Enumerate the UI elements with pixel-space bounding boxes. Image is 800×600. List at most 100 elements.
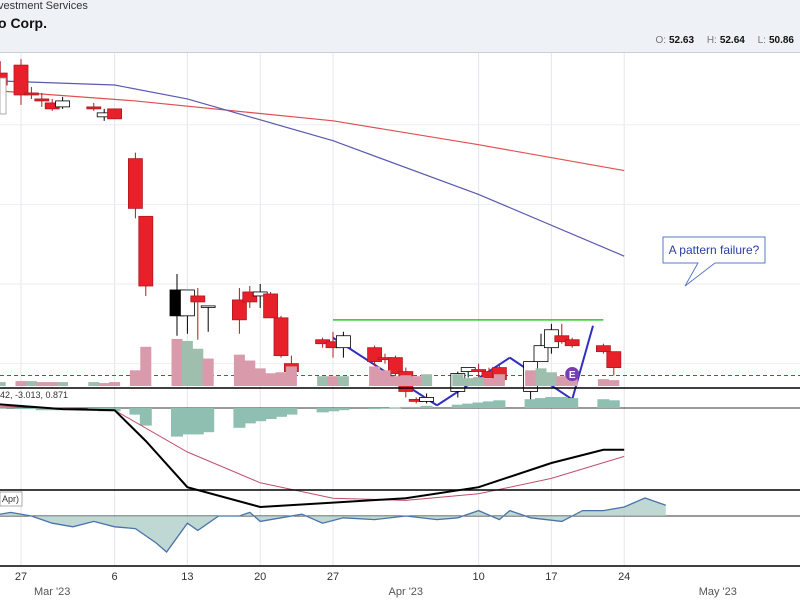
- candle-body-5: [55, 100, 70, 108]
- volume-bar-27: [400, 375, 412, 386]
- macd-hist-bar-0: [0, 408, 7, 409]
- volume-bar-32: [473, 377, 485, 386]
- volume-bars: E: [0, 338, 620, 386]
- volume-bar-8: [109, 382, 121, 386]
- macd-signal-line: [0, 405, 625, 501]
- macd-hist-bar-41: [607, 400, 620, 408]
- macd-hist-bar-14: [202, 408, 215, 433]
- macd-panel: [0, 387, 800, 509]
- macd-params-label: 42, -3.013, 0.871: [0, 390, 68, 400]
- candle-body-16: [242, 291, 258, 303]
- lower-line: [0, 497, 667, 553]
- candle-body-19: [273, 317, 289, 357]
- volume-bar-22: [327, 376, 339, 386]
- candle-body-26: [387, 357, 403, 374]
- macd-hist-bar-28: [410, 406, 423, 408]
- macd-hist-bar-11: [171, 408, 183, 437]
- macd-hist-bar-19: [275, 408, 287, 417]
- volume-bar-16: [244, 360, 256, 386]
- high-label: H:: [706, 35, 717, 46]
- x-axis: 27 6 13 20 27 10 17 24 Mar '23 Apr '23 May '23: [0, 565, 800, 598]
- candle-body-14: [200, 305, 216, 308]
- annotation-callout: A pattern failure?: [662, 236, 766, 287]
- callout-bubble: [662, 236, 766, 287]
- chart-header: vestment Services o Corp. O: 52.63 H: 52.6…: [0, 0, 800, 53]
- candle-body-40: [596, 345, 611, 353]
- macd-hist-bar-12: [181, 408, 194, 435]
- candle-body-29: [419, 397, 435, 402]
- macd-hist-bar-9: [129, 408, 142, 415]
- macd-hist-bar-22: [327, 408, 339, 412]
- volume-bar-36: [535, 368, 547, 386]
- ohlc-readout: O: 52.63 H: 52.64 L: 50.86: [645, 35, 794, 46]
- volume-bar-5: [57, 382, 69, 386]
- x-month-label-0: Mar '23: [34, 586, 70, 598]
- candle-body-8: [107, 108, 122, 120]
- volume-bar-13: [192, 348, 204, 386]
- x-tick-label-2: 13: [181, 571, 193, 583]
- macd-hist-bar-29: [420, 405, 433, 408]
- macd-hist-bar-31: [462, 403, 475, 408]
- x-month-label-1: Apr '23: [389, 586, 424, 598]
- moving-average-1: [0, 80, 625, 257]
- x-tick-label-7: 24: [618, 571, 630, 583]
- macd-hist-bar-40: [597, 399, 610, 408]
- volume-bar-3: [36, 382, 48, 386]
- pattern-line-3: [571, 325, 594, 400]
- volume-bar-7: [98, 383, 110, 386]
- x-month-label-2: May '23: [699, 586, 737, 598]
- volume-bar-18: [265, 373, 277, 386]
- volume-bar-25: [379, 370, 391, 386]
- macd-hist-bar-26: [389, 407, 402, 409]
- volume-bar-31: [462, 378, 474, 386]
- macd-hist-bar-24: [368, 408, 381, 410]
- macd-hist-bar-35: [524, 399, 537, 408]
- moving-average-0: [0, 90, 625, 172]
- x-tick-label-4: 27: [327, 571, 339, 583]
- volume-bar-14: [202, 358, 214, 386]
- volume-bar-15: [233, 354, 245, 386]
- open-label: O:: [655, 35, 666, 46]
- volume-bar-38: [556, 376, 568, 386]
- candle-body-2: [23, 92, 39, 96]
- volume-bar-29: [421, 374, 433, 386]
- lower-area: [0, 498, 666, 552]
- volume-bar-34: [493, 374, 505, 386]
- low-value: 50.86: [768, 35, 794, 46]
- lower-params-label: Apr): [2, 494, 19, 504]
- volume-bar-23: [337, 376, 349, 386]
- macd-hist-bar-39: [566, 398, 579, 408]
- macd-hist-bar-25: [379, 408, 391, 409]
- macd-hist-bar-37: [545, 397, 558, 408]
- panel-labels: 42, -3.013, 0.871 Apr): [0, 77, 68, 507]
- volume-bar-30: [452, 374, 464, 386]
- volume-bar-39: [566, 377, 578, 386]
- lower-indicator-panel: [0, 489, 800, 553]
- volume-bar-24: [369, 366, 381, 386]
- volume-bar-37: [545, 372, 557, 386]
- macd-hist-bar-30: [451, 404, 464, 408]
- macd-hist-bar-16: [243, 408, 256, 424]
- left-scale-box: [0, 77, 7, 115]
- volume-bar-17: [254, 368, 266, 386]
- volume-bar-6: [88, 382, 100, 386]
- volume-bar-26: [389, 376, 401, 386]
- candle-body-36: [533, 345, 549, 363]
- volume-bar-40: [597, 379, 609, 386]
- volume-bar-9: [129, 370, 141, 386]
- volume-bar-4: [46, 382, 58, 386]
- header-subtitle: vestment Services: [0, 0, 88, 12]
- x-tick-label-0: 27: [15, 571, 27, 583]
- macd-hist-bar-23: [337, 408, 350, 411]
- volume-bar-21: [317, 376, 329, 386]
- candle-body-32: [471, 369, 487, 372]
- macd-hist-bar-36: [535, 398, 547, 408]
- macd-hist-bar-33: [483, 401, 495, 408]
- volume-bar-12: [181, 340, 193, 386]
- candle-body-1: [13, 64, 29, 96]
- macd-hist-bar-20: [285, 408, 298, 415]
- macd-hist-bar-10: [139, 408, 152, 426]
- candles: [0, 59, 622, 404]
- volume-bar-41: [608, 380, 620, 386]
